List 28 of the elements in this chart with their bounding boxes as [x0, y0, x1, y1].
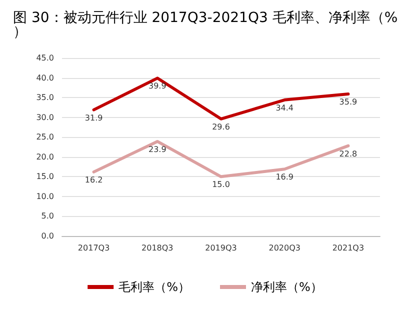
y-tick-label: 20.0 [36, 152, 54, 162]
data-label: 29.6 [212, 122, 230, 132]
chart-title: 图 30：被动元件行业 2017Q3-2021Q3 毛利率、净利率（%） [13, 10, 398, 40]
x-tick-label: 2017Q3 [78, 244, 110, 252]
y-tick-label: 15.0 [36, 172, 54, 182]
x-tick-label: 2019Q3 [205, 244, 237, 252]
y-tick-label: 25.0 [36, 132, 54, 142]
y-tick-label: 5.0 [41, 212, 54, 221]
data-label: 34.4 [276, 103, 294, 112]
y-tick-label: 0.0 [41, 232, 54, 240]
y-tick-label: 40.0 [36, 73, 54, 82]
data-label: 23.9 [148, 144, 166, 154]
legend-label: 毛利率（%） [118, 280, 190, 294]
x-tick-label: 2018Q3 [142, 244, 174, 252]
x-tick-label: 2021Q3 [332, 244, 364, 252]
data-label: 16.9 [276, 172, 294, 182]
data-label: 31.9 [84, 113, 103, 122]
data-label: 22.8 [339, 149, 358, 158]
data-label: 39.9 [148, 82, 166, 91]
y-tick-label: 10.0 [36, 192, 54, 201]
data-label: 15.0 [212, 180, 230, 190]
y-tick-label: 45.0 [36, 54, 54, 62]
data-label: 35.9 [339, 97, 358, 106]
legend-label: 净利率（%） [251, 280, 322, 294]
data-label: 16.2 [84, 175, 103, 184]
x-tick-label: 2020Q3 [268, 244, 300, 252]
y-tick-label: 30.0 [36, 112, 54, 122]
y-tick-label: 35.0 [36, 93, 54, 102]
